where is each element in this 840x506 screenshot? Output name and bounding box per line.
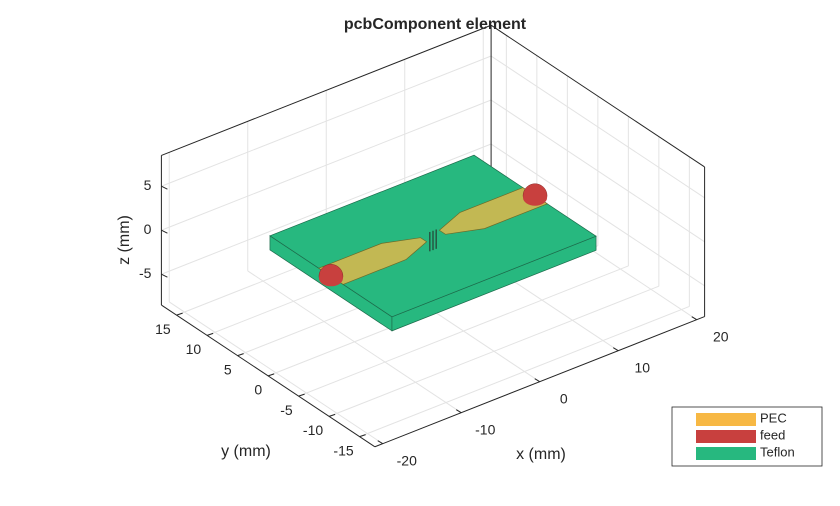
- grid-line: [490, 55, 705, 199]
- legend-label: PEC: [760, 410, 787, 425]
- legend-swatch: [696, 413, 756, 426]
- legend-label: Teflon: [760, 444, 795, 459]
- grid-line: [359, 305, 690, 438]
- x-tick: [612, 347, 619, 352]
- z-tick-label: 5: [144, 177, 152, 193]
- z-tick: [161, 229, 168, 234]
- legend-swatch: [696, 430, 756, 443]
- axis-box: [161, 24, 492, 156]
- grid-line: [298, 265, 629, 397]
- x-tick-label: -10: [475, 421, 495, 437]
- z-tick-label: -5: [139, 265, 152, 281]
- pec-strip: [438, 187, 549, 235]
- grid-line: [161, 55, 492, 187]
- y-tick-label: 5: [224, 361, 232, 377]
- y-axis-label: y (mm): [221, 443, 271, 460]
- legend: PEC feed Teflon: [671, 406, 823, 467]
- feed: [318, 270, 343, 287]
- y-tick-label: 15: [155, 321, 171, 337]
- y-tick-label: 10: [186, 341, 202, 357]
- x-tick: [455, 409, 462, 414]
- x-tick-label: 10: [634, 359, 650, 375]
- y-tick: [206, 332, 214, 336]
- z-tick-label: 0: [144, 221, 152, 237]
- grid-line: [490, 99, 705, 243]
- axis-box: [490, 24, 705, 168]
- x-tick: [534, 378, 541, 383]
- y-tick: [328, 413, 336, 417]
- z-axis-label: z (mm): [116, 215, 133, 265]
- x-tick: [691, 316, 698, 321]
- y-tick: [267, 373, 275, 377]
- y-tick-label: -10: [303, 422, 323, 438]
- x-tick-label: -20: [397, 452, 417, 468]
- feed: [523, 189, 548, 206]
- grid-line: [328, 285, 660, 417]
- x-tick: [377, 440, 384, 445]
- z-tick: [161, 273, 168, 278]
- legend-label: feed: [760, 427, 785, 442]
- y-tick: [176, 312, 183, 316]
- x-tick-label: 0: [560, 390, 568, 406]
- x-tick-label: 20: [713, 328, 729, 344]
- x-axis-label: x (mm): [516, 446, 566, 463]
- y-tick-label: -5: [280, 402, 293, 418]
- grid-line: [161, 143, 492, 275]
- y-tick: [237, 353, 244, 357]
- y-tick-label: -15: [333, 442, 353, 458]
- grid-line: [161, 99, 492, 231]
- legend-swatch: [696, 447, 756, 460]
- pec-strip: [317, 237, 428, 285]
- y-tick: [298, 393, 305, 397]
- y-tick: [359, 434, 366, 438]
- z-tick: [161, 185, 168, 190]
- grid-line: [490, 143, 705, 287]
- y-tick-label: 0: [254, 382, 262, 398]
